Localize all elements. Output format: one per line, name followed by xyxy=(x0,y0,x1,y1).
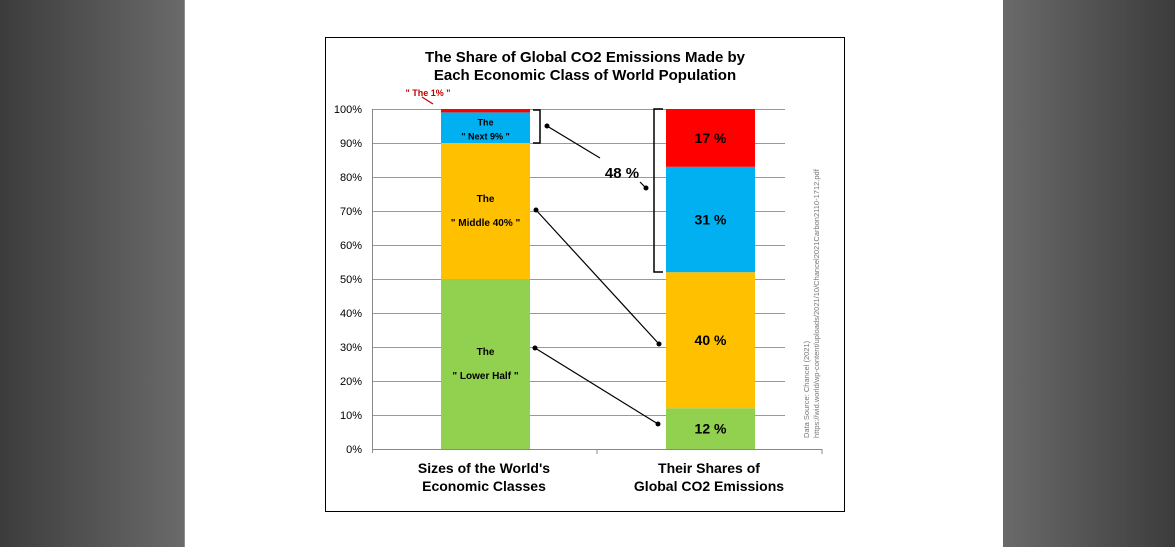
connector-next9 xyxy=(546,125,601,159)
source-url: https://wid.world/wp-content/uploads/202… xyxy=(812,168,821,438)
bar-lower-half xyxy=(441,279,530,449)
y-tick-label: 60% xyxy=(340,240,362,252)
x-label-sizes-line2: Economic Classes xyxy=(422,478,546,494)
data-label: 40 % xyxy=(695,332,727,348)
chart-title-line2: Each Economic Class of World Population xyxy=(434,67,736,84)
bar-top-1- xyxy=(666,109,755,167)
class-label: " Lower Half " xyxy=(452,371,518,382)
class-label: The xyxy=(477,118,493,128)
source-text: Data Source: Chancel (2021) xyxy=(802,340,811,438)
bar-next-9- xyxy=(666,166,755,273)
connector-lower xyxy=(534,347,659,425)
annotation-48: 48 % xyxy=(605,165,639,182)
bar-lower-half xyxy=(666,408,755,449)
x-label-sizes: Sizes of the World's xyxy=(418,460,550,476)
y-tick-label: 10% xyxy=(340,410,362,422)
y-tick-label: 30% xyxy=(340,342,362,354)
class-label: " Next 9% " xyxy=(461,132,510,142)
y-tick-label: 90% xyxy=(340,138,362,150)
data-label: 12 % xyxy=(695,421,727,437)
class-label: The xyxy=(477,194,495,205)
connector-dot xyxy=(544,123,550,129)
connector-dot xyxy=(532,345,538,351)
data-label: 17 % xyxy=(695,130,727,146)
y-tick-label: 50% xyxy=(340,274,362,286)
connector-dot xyxy=(655,421,661,427)
y-tick-label: 40% xyxy=(340,308,362,320)
bar-middle-40- xyxy=(666,272,755,409)
data-label: 31 % xyxy=(695,212,727,228)
connector-dot xyxy=(656,341,662,347)
connector-dot xyxy=(643,185,649,191)
bar-next-9- xyxy=(441,112,530,143)
y-tick-label: 100% xyxy=(334,104,362,116)
chart-title: The Share of Global CO2 Emissions Made b… xyxy=(425,49,746,66)
connector-dot xyxy=(533,207,539,213)
x-label-shares: Their Shares of xyxy=(658,460,760,476)
class-label: The xyxy=(477,347,495,358)
y-tick-label: 0% xyxy=(346,444,362,456)
chart-frame xyxy=(325,37,845,512)
connector-middle xyxy=(535,209,660,345)
bar-middle-40- xyxy=(441,143,530,279)
y-tick-label: 70% xyxy=(340,206,362,218)
top-half-bracket xyxy=(653,108,663,273)
next9-bracket xyxy=(533,109,541,144)
class-label-top1: " The 1% " xyxy=(405,88,450,98)
y-tick-label: 80% xyxy=(340,172,362,184)
class-label: " Middle 40% " xyxy=(451,218,521,229)
y-tick-label: 20% xyxy=(340,376,362,388)
top1-pointer xyxy=(421,96,434,105)
x-label-shares-line2: Global CO2 Emissions xyxy=(634,478,784,494)
bar-top-1- xyxy=(441,109,530,113)
